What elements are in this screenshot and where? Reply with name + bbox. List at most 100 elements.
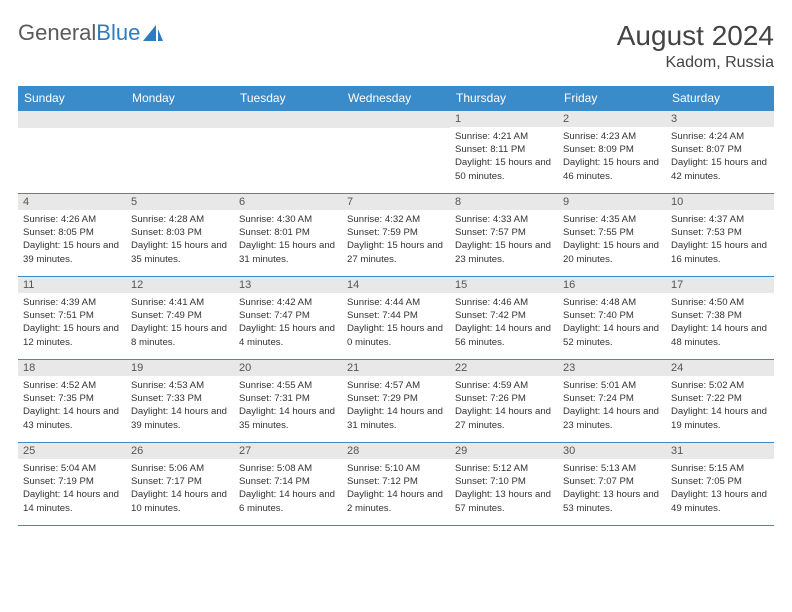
day-info: Sunrise: 4:50 AMSunset: 7:38 PMDaylight:… [666, 293, 774, 353]
title-block: August 2024 Kadom, Russia [617, 20, 774, 72]
day-cell: 31Sunrise: 5:15 AMSunset: 7:05 PMDayligh… [666, 443, 774, 525]
brand-logo: GeneralBlue [18, 20, 163, 46]
day-cell: 18Sunrise: 4:52 AMSunset: 7:35 PMDayligh… [18, 360, 126, 442]
day-cell: 29Sunrise: 5:12 AMSunset: 7:10 PMDayligh… [450, 443, 558, 525]
day-info: Sunrise: 4:48 AMSunset: 7:40 PMDaylight:… [558, 293, 666, 353]
day-number: 1 [450, 111, 558, 127]
dow-cell: Wednesday [342, 86, 450, 110]
day-number [126, 111, 234, 128]
day-number: 23 [558, 360, 666, 376]
day-number: 31 [666, 443, 774, 459]
day-number: 5 [126, 194, 234, 210]
day-cell [18, 111, 126, 193]
day-info: Sunrise: 5:04 AMSunset: 7:19 PMDaylight:… [18, 459, 126, 519]
day-number: 25 [18, 443, 126, 459]
day-cell: 7Sunrise: 4:32 AMSunset: 7:59 PMDaylight… [342, 194, 450, 276]
day-info: Sunrise: 4:35 AMSunset: 7:55 PMDaylight:… [558, 210, 666, 270]
day-info: Sunrise: 4:53 AMSunset: 7:33 PMDaylight:… [126, 376, 234, 436]
day-number [18, 111, 126, 128]
day-number: 19 [126, 360, 234, 376]
dow-cell: Thursday [450, 86, 558, 110]
day-cell: 19Sunrise: 4:53 AMSunset: 7:33 PMDayligh… [126, 360, 234, 442]
brand-part1: General [18, 20, 96, 46]
day-number: 26 [126, 443, 234, 459]
day-number [234, 111, 342, 128]
sail-icon [143, 25, 163, 41]
day-cell: 28Sunrise: 5:10 AMSunset: 7:12 PMDayligh… [342, 443, 450, 525]
week-row: 1Sunrise: 4:21 AMSunset: 8:11 PMDaylight… [18, 110, 774, 194]
dow-header-row: SundayMondayTuesdayWednesdayThursdayFrid… [18, 86, 774, 110]
location-label: Kadom, Russia [617, 54, 774, 72]
day-cell: 20Sunrise: 4:55 AMSunset: 7:31 PMDayligh… [234, 360, 342, 442]
day-number: 22 [450, 360, 558, 376]
day-cell: 23Sunrise: 5:01 AMSunset: 7:24 PMDayligh… [558, 360, 666, 442]
day-number: 9 [558, 194, 666, 210]
day-cell [234, 111, 342, 193]
day-info: Sunrise: 4:39 AMSunset: 7:51 PMDaylight:… [18, 293, 126, 353]
day-cell [126, 111, 234, 193]
day-number: 27 [234, 443, 342, 459]
page-header: GeneralBlue August 2024 Kadom, Russia [18, 20, 774, 72]
day-number: 10 [666, 194, 774, 210]
day-cell [342, 111, 450, 193]
dow-cell: Friday [558, 86, 666, 110]
day-info: Sunrise: 4:24 AMSunset: 8:07 PMDaylight:… [666, 127, 774, 187]
day-cell: 5Sunrise: 4:28 AMSunset: 8:03 PMDaylight… [126, 194, 234, 276]
brand-part2: Blue [96, 20, 140, 46]
day-info: Sunrise: 4:23 AMSunset: 8:09 PMDaylight:… [558, 127, 666, 187]
day-cell: 15Sunrise: 4:46 AMSunset: 7:42 PMDayligh… [450, 277, 558, 359]
day-info: Sunrise: 5:12 AMSunset: 7:10 PMDaylight:… [450, 459, 558, 519]
day-info: Sunrise: 4:57 AMSunset: 7:29 PMDaylight:… [342, 376, 450, 436]
day-number: 20 [234, 360, 342, 376]
day-number: 14 [342, 277, 450, 293]
day-info: Sunrise: 5:02 AMSunset: 7:22 PMDaylight:… [666, 376, 774, 436]
day-number: 16 [558, 277, 666, 293]
day-number: 21 [342, 360, 450, 376]
day-cell: 25Sunrise: 5:04 AMSunset: 7:19 PMDayligh… [18, 443, 126, 525]
day-cell: 13Sunrise: 4:42 AMSunset: 7:47 PMDayligh… [234, 277, 342, 359]
week-row: 25Sunrise: 5:04 AMSunset: 7:19 PMDayligh… [18, 443, 774, 526]
day-info: Sunrise: 4:44 AMSunset: 7:44 PMDaylight:… [342, 293, 450, 353]
day-number: 11 [18, 277, 126, 293]
day-info: Sunrise: 4:21 AMSunset: 8:11 PMDaylight:… [450, 127, 558, 187]
day-number: 7 [342, 194, 450, 210]
day-number: 12 [126, 277, 234, 293]
day-cell: 21Sunrise: 4:57 AMSunset: 7:29 PMDayligh… [342, 360, 450, 442]
day-number: 30 [558, 443, 666, 459]
day-info: Sunrise: 4:42 AMSunset: 7:47 PMDaylight:… [234, 293, 342, 353]
day-number: 17 [666, 277, 774, 293]
day-info: Sunrise: 4:55 AMSunset: 7:31 PMDaylight:… [234, 376, 342, 436]
day-info: Sunrise: 4:46 AMSunset: 7:42 PMDaylight:… [450, 293, 558, 353]
month-title: August 2024 [617, 20, 774, 52]
day-info: Sunrise: 4:59 AMSunset: 7:26 PMDaylight:… [450, 376, 558, 436]
day-info: Sunrise: 5:06 AMSunset: 7:17 PMDaylight:… [126, 459, 234, 519]
weeks-container: 1Sunrise: 4:21 AMSunset: 8:11 PMDaylight… [18, 110, 774, 526]
day-number: 15 [450, 277, 558, 293]
day-info: Sunrise: 4:52 AMSunset: 7:35 PMDaylight:… [18, 376, 126, 436]
day-number: 24 [666, 360, 774, 376]
day-info: Sunrise: 4:37 AMSunset: 7:53 PMDaylight:… [666, 210, 774, 270]
day-cell: 22Sunrise: 4:59 AMSunset: 7:26 PMDayligh… [450, 360, 558, 442]
day-cell: 9Sunrise: 4:35 AMSunset: 7:55 PMDaylight… [558, 194, 666, 276]
day-cell: 10Sunrise: 4:37 AMSunset: 7:53 PMDayligh… [666, 194, 774, 276]
day-info: Sunrise: 4:26 AMSunset: 8:05 PMDaylight:… [18, 210, 126, 270]
day-cell: 8Sunrise: 4:33 AMSunset: 7:57 PMDaylight… [450, 194, 558, 276]
day-cell: 24Sunrise: 5:02 AMSunset: 7:22 PMDayligh… [666, 360, 774, 442]
day-number: 6 [234, 194, 342, 210]
day-number: 28 [342, 443, 450, 459]
day-number: 18 [18, 360, 126, 376]
week-row: 18Sunrise: 4:52 AMSunset: 7:35 PMDayligh… [18, 360, 774, 443]
day-number: 3 [666, 111, 774, 127]
day-cell: 12Sunrise: 4:41 AMSunset: 7:49 PMDayligh… [126, 277, 234, 359]
day-info: Sunrise: 5:13 AMSunset: 7:07 PMDaylight:… [558, 459, 666, 519]
dow-cell: Saturday [666, 86, 774, 110]
day-number: 8 [450, 194, 558, 210]
day-cell: 1Sunrise: 4:21 AMSunset: 8:11 PMDaylight… [450, 111, 558, 193]
day-info: Sunrise: 5:10 AMSunset: 7:12 PMDaylight:… [342, 459, 450, 519]
day-cell: 16Sunrise: 4:48 AMSunset: 7:40 PMDayligh… [558, 277, 666, 359]
day-info: Sunrise: 5:01 AMSunset: 7:24 PMDaylight:… [558, 376, 666, 436]
day-cell: 2Sunrise: 4:23 AMSunset: 8:09 PMDaylight… [558, 111, 666, 193]
day-info: Sunrise: 5:15 AMSunset: 7:05 PMDaylight:… [666, 459, 774, 519]
day-number: 13 [234, 277, 342, 293]
day-number [342, 111, 450, 128]
